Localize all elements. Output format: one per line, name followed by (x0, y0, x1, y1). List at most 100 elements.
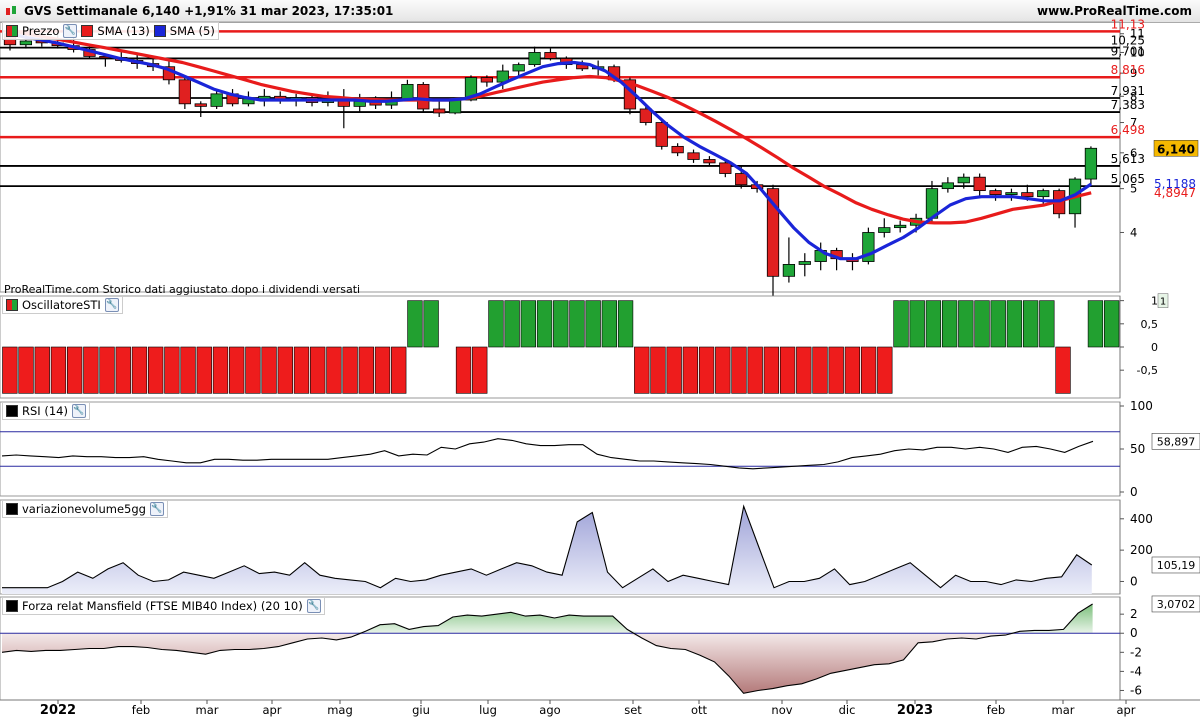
candle-body (957, 176, 970, 184)
rsi-swatch (6, 405, 18, 417)
y-tick-label: -6 (1130, 683, 1142, 697)
sti-legend-label: OscillatoreSTI (22, 298, 101, 312)
candle-body (401, 83, 414, 100)
candle-body (210, 93, 223, 107)
sti-bar (974, 300, 990, 348)
y-tick-label: -0,5 (1137, 364, 1158, 377)
x-tick-label: 2023 (897, 703, 933, 718)
wrench-icon[interactable]: 🔧 (104, 298, 119, 312)
sti-bar (763, 346, 780, 394)
y-tick-label: 100 (1130, 399, 1153, 413)
candle-body (433, 108, 446, 114)
sti-bar (617, 300, 634, 348)
site-link[interactable]: www.ProRealTime.com (1037, 4, 1192, 18)
volume-swatch (6, 503, 18, 515)
x-tick-label: apr (1116, 703, 1135, 717)
candle-body (178, 79, 191, 105)
sti-bar (50, 346, 67, 394)
candle-body (528, 52, 541, 66)
candle-body (544, 52, 557, 59)
mansfield-legend: Forza relat Mansfield (FTSE MIB40 Index)… (2, 597, 325, 615)
candle-body (973, 176, 986, 192)
y-tick-label: 9 (1130, 66, 1137, 80)
x-tick-label: giu (412, 703, 430, 717)
y-tick-label: 6 (1130, 146, 1137, 160)
candle-body (512, 64, 525, 72)
sti-bar (34, 346, 50, 394)
sti-bar (245, 346, 261, 394)
candle-body (878, 227, 891, 233)
y-tick-label: -2 (1130, 645, 1142, 659)
x-tick-label: feb (987, 703, 1005, 717)
sti-bar (310, 346, 326, 394)
sti-bar (2, 346, 18, 394)
sti-bar (180, 346, 196, 394)
y-tick-label: 5 (1130, 182, 1137, 196)
wrench-icon[interactable]: 🔧 (71, 404, 86, 418)
x-tick-label: mag (327, 703, 353, 717)
sti-bar (650, 346, 666, 394)
sti-bar (504, 300, 520, 348)
sma5-swatch (153, 25, 166, 37)
sti-bar (131, 346, 148, 394)
volume-value-label: 105,19 (1157, 559, 1196, 572)
candle-body (989, 190, 1002, 196)
candle-body (1084, 147, 1098, 180)
wrench-icon[interactable]: 🔧 (149, 502, 164, 516)
sti-bar (796, 346, 812, 394)
rsi-value-badge (1151, 433, 1200, 450)
candle-body (464, 77, 478, 101)
sti-value-label: 1 (1160, 297, 1166, 308)
level-label: 8,816 (1111, 63, 1145, 77)
rsi-legend-label: RSI (14) (22, 404, 68, 418)
candle-body (639, 108, 652, 123)
price-swatch (6, 25, 18, 37)
candle-body (671, 145, 684, 154)
mansfield-value-badge (1151, 595, 1200, 613)
sti-bar (148, 346, 164, 394)
x-tick-label: set (624, 703, 642, 717)
candle-body (1021, 192, 1034, 198)
volume-value-badge (1151, 556, 1200, 574)
sti-bar (342, 346, 358, 394)
chart-title: GVS Settimanale 6,140 +1,91% 31 mar 2023… (24, 4, 394, 18)
sti-bar (391, 346, 407, 394)
candle-body (655, 122, 668, 147)
candle-body (735, 173, 748, 186)
y-tick-label: 1 (1151, 295, 1158, 308)
mansfield-legend-label: Forza relat Mansfield (FTSE MIB40 Index)… (22, 599, 303, 613)
candle-body (1037, 190, 1050, 198)
candle-body (417, 83, 430, 110)
candle-body (19, 40, 33, 46)
x-tick-label: apr (262, 703, 281, 717)
rsi-legend: RSI (14) 🔧 (2, 402, 90, 420)
sti-bar (196, 346, 212, 394)
level-label: 9,701 (1111, 44, 1145, 58)
level-label: 5,613 (1111, 152, 1145, 166)
title-bar: GVS Settimanale 6,140 +1,91% 31 mar 2023… (0, 0, 1200, 23)
level-label: 6,498 (1111, 123, 1145, 137)
mansfield-swatch (6, 600, 18, 612)
wrench-icon[interactable]: 🔧 (306, 599, 321, 613)
sti-bar (941, 300, 958, 348)
y-tick-label: 0 (1151, 341, 1158, 354)
candle-body (798, 261, 811, 265)
candle-icon (6, 6, 16, 15)
sti-bar (261, 346, 277, 394)
y-tick-label: 2 (1130, 607, 1138, 621)
last-price-badge (1153, 140, 1199, 157)
candle-body (941, 182, 954, 190)
sti-bar (1103, 300, 1120, 348)
x-tick-label: lug (479, 703, 497, 717)
wrench-icon[interactable]: 🔧 (63, 24, 78, 38)
y-tick-label: 400 (1130, 512, 1153, 526)
sti-bar (455, 346, 472, 394)
sti-value-badge (1157, 293, 1169, 308)
sti-bar (585, 300, 601, 348)
sma5-legend-label: SMA (5) (169, 24, 215, 38)
sti-bar (164, 346, 180, 394)
sti-bar (860, 346, 877, 394)
y-tick-label: 8 (1130, 89, 1137, 103)
